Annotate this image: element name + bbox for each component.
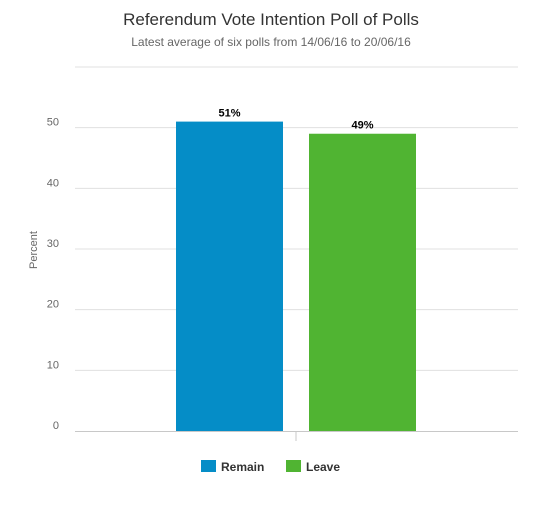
- bars: [176, 121, 416, 431]
- legend[interactable]: Remain Leave: [201, 460, 340, 474]
- y-tick-label: 40: [47, 177, 59, 189]
- x-axis: [75, 431, 518, 441]
- y-axis-ticks: 0 10 20 30 40 50: [47, 117, 59, 432]
- chart-subtitle: Latest average of six polls from 14/06/1…: [131, 35, 411, 49]
- legend-label-leave[interactable]: Leave: [306, 460, 340, 474]
- y-tick-label: 0: [53, 420, 59, 432]
- y-tick-label: 20: [47, 299, 59, 311]
- data-label-remain: 51%: [218, 108, 240, 120]
- y-tick-label: 10: [47, 359, 59, 371]
- y-axis-label: Percent: [28, 231, 40, 269]
- data-label-leave: 49%: [351, 120, 373, 132]
- y-tick-label: 50: [47, 117, 59, 129]
- legend-label-remain[interactable]: Remain: [221, 460, 264, 474]
- bar-leave[interactable]: [309, 133, 416, 431]
- gridlines: [75, 66, 518, 371]
- data-labels: 51% 49%: [218, 108, 373, 132]
- chart-title: Referendum Vote Intention Poll of Polls: [123, 10, 419, 29]
- bar-remain[interactable]: [176, 121, 283, 431]
- legend-swatch-leave[interactable]: [286, 460, 301, 472]
- legend-swatch-remain[interactable]: [201, 460, 216, 472]
- y-tick-label: 30: [47, 238, 59, 250]
